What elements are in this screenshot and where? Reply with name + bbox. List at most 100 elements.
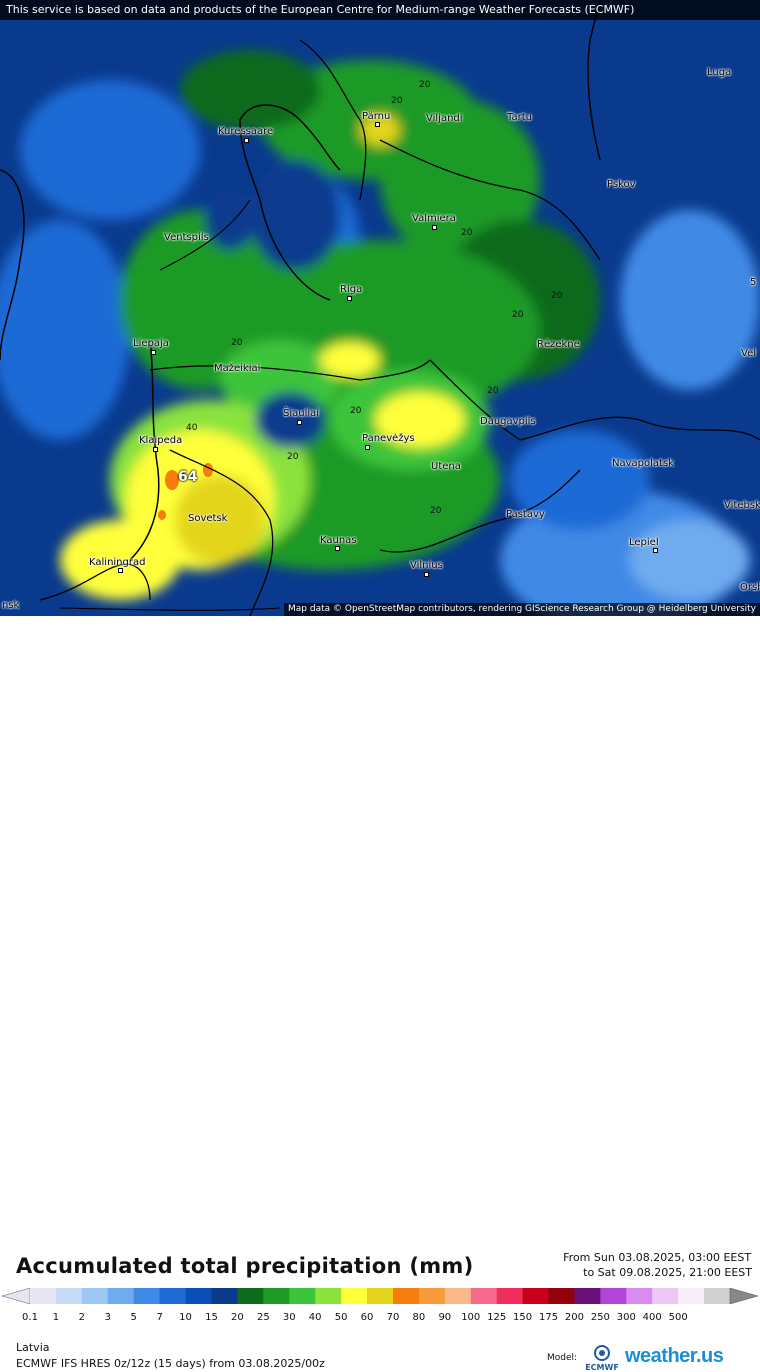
color-scale-swatch: [626, 1288, 653, 1304]
ecmwf-logo-icon: [594, 1345, 610, 1361]
contour-label: 20: [461, 228, 473, 238]
color-scale-swatch: [496, 1288, 524, 1304]
contour-label: 20: [419, 80, 431, 90]
city-marker: [375, 122, 380, 127]
contour-label: 20: [231, 338, 243, 348]
city-label-pastavy: Pastavy: [506, 509, 545, 520]
color-scale-swatch: [185, 1288, 212, 1304]
color-scale-swatch: [133, 1288, 161, 1304]
color-scale-bar: [1, 1287, 759, 1305]
edge-label-velikiye-luki: Vel: [741, 348, 756, 359]
map-attribution: Map data © OpenStreetMap contributors, r…: [284, 603, 760, 616]
scale-tick-label: 10: [179, 1312, 192, 1323]
city-label-panevezys: Panevėžys: [362, 433, 415, 444]
city-label-siauliai: Šiauliai: [283, 408, 320, 419]
scale-tick-label: 70: [386, 1312, 400, 1323]
scale-tick-label: 60: [360, 1312, 374, 1323]
color-scale-swatch: [392, 1288, 420, 1304]
scale-tick-label: 25: [256, 1312, 270, 1323]
contour-label: 20: [430, 506, 442, 516]
color-scale-swatch: [30, 1288, 57, 1304]
scale-tick-label: 150: [513, 1312, 533, 1323]
city-label-valmiera: Valmiera: [412, 213, 456, 224]
city-label-sovetsk: Sovetsk: [188, 513, 228, 524]
scale-tick-label: 7: [156, 1312, 163, 1323]
color-scale-swatch: [289, 1288, 316, 1304]
scale-tick-label: 125: [487, 1312, 507, 1323]
period-from: From Sun 03.08.2025, 03:00 EEST: [563, 1251, 752, 1264]
precipitation-map[interactable]: This service is based on data and produc…: [0, 0, 760, 616]
scale-tick-label: 250: [590, 1312, 610, 1323]
city-label-vitebsk: Vitebsk: [724, 500, 760, 511]
scale-tick-label: 50: [334, 1312, 348, 1323]
color-scale-swatch: [237, 1288, 264, 1304]
scale-underflow-arrow: [1, 1287, 31, 1305]
scale-tick-label: 400: [642, 1312, 662, 1323]
scale-tick-label: 30: [282, 1312, 296, 1323]
color-scale-swatch: [574, 1288, 601, 1304]
city-label-kaunas: Kaunas: [320, 535, 357, 546]
color-scale-swatch: [418, 1288, 446, 1304]
color-scale-ticks: 0.1 1 2 3 5 7 10 15 20 25 30 40 50 60 70 80 90 100 125 150 1…: [0, 1312, 760, 1326]
city-label-kuressaare: Kuressaare: [218, 126, 274, 137]
scale-tick-label: 100: [461, 1312, 481, 1323]
edge-label-contour: 5: [750, 277, 757, 288]
city-label-viljandi: Viljandi: [426, 113, 463, 124]
city-marker: [244, 138, 249, 143]
max-value-label: 64: [178, 469, 198, 485]
ecmwf-logo-text: ECMWF: [585, 1363, 619, 1372]
color-scale-swatch: [548, 1288, 575, 1304]
contour-label: 20: [487, 386, 499, 396]
scale-tick-label: 40: [308, 1312, 322, 1323]
city-label-rezekne: Rēzekne: [537, 339, 580, 350]
color-scale-swatch: [341, 1288, 368, 1304]
color-scale-swatch: [55, 1288, 83, 1304]
city-label-kaliningrad: Kaliningrad: [89, 557, 146, 568]
precipitation-field: [0, 0, 760, 616]
scale-tick-label: 175: [538, 1312, 559, 1323]
city-marker: [151, 350, 156, 355]
contour-label: 20: [512, 310, 524, 320]
city-marker: [335, 546, 340, 551]
city-marker: [365, 445, 370, 450]
weather-us-logo[interactable]: weather.us: [625, 1345, 724, 1367]
scale-tick-label: 3: [104, 1312, 111, 1323]
city-marker: [153, 447, 158, 452]
city-marker: [118, 568, 123, 573]
forecast-period: From Sun 03.08.2025, 03:00 EEST to Sat 0…: [563, 1250, 752, 1280]
color-scale-swatch: [678, 1288, 705, 1304]
contour-label: 20: [551, 291, 563, 301]
city-label-utena: Utena: [431, 461, 461, 472]
city-marker: [432, 225, 437, 230]
scale-tick-label: 15: [205, 1312, 218, 1323]
scale-tick-label: 80: [412, 1312, 426, 1323]
city-label-lepiel: Lepiel: [629, 537, 659, 548]
color-scale-swatch: [367, 1288, 394, 1304]
scale-tick-label: 0.1: [22, 1312, 38, 1323]
color-scale-swatch: [263, 1288, 290, 1304]
color-scale-swatch: [81, 1288, 109, 1304]
model-label: Model:: [547, 1353, 578, 1363]
period-to: to Sat 09.08.2025, 21:00 EEST: [583, 1266, 752, 1279]
model-branding: Model: ECMWF weather.us: [547, 1344, 752, 1372]
scale-tick-label: 90: [438, 1312, 452, 1323]
city-marker: [297, 420, 302, 425]
city-label-mazeikiai: Mažeikiai: [214, 363, 261, 374]
legend-panel: Accumulated total precipitation (mm) Fro…: [0, 616, 760, 1372]
contour-label: 40: [186, 423, 198, 433]
scale-overflow-arrow: [729, 1287, 759, 1305]
city-label-luga: Luga: [707, 67, 732, 78]
scale-tick-label: 2: [78, 1312, 86, 1323]
region-label: Latvia: [16, 1341, 50, 1354]
color-scale-swatch: [704, 1288, 731, 1304]
city-label-daugavpils: Daugavpils: [480, 416, 536, 427]
contour-label: 20: [350, 406, 362, 416]
contour-label: 20: [391, 96, 403, 106]
city-label-ventspils: Ventspils: [164, 232, 209, 243]
ecmwf-notice-banner: This service is based on data and produc…: [0, 0, 760, 20]
scale-tick-label: 1: [52, 1312, 60, 1323]
color-scale-swatch: [107, 1288, 135, 1304]
model-run-info: ECMWF IFS HRES 0z/12z (15 days) from 03.…: [16, 1357, 325, 1370]
scale-tick-label: 200: [564, 1312, 584, 1323]
city-label-parnu: Pärnu: [362, 111, 391, 122]
